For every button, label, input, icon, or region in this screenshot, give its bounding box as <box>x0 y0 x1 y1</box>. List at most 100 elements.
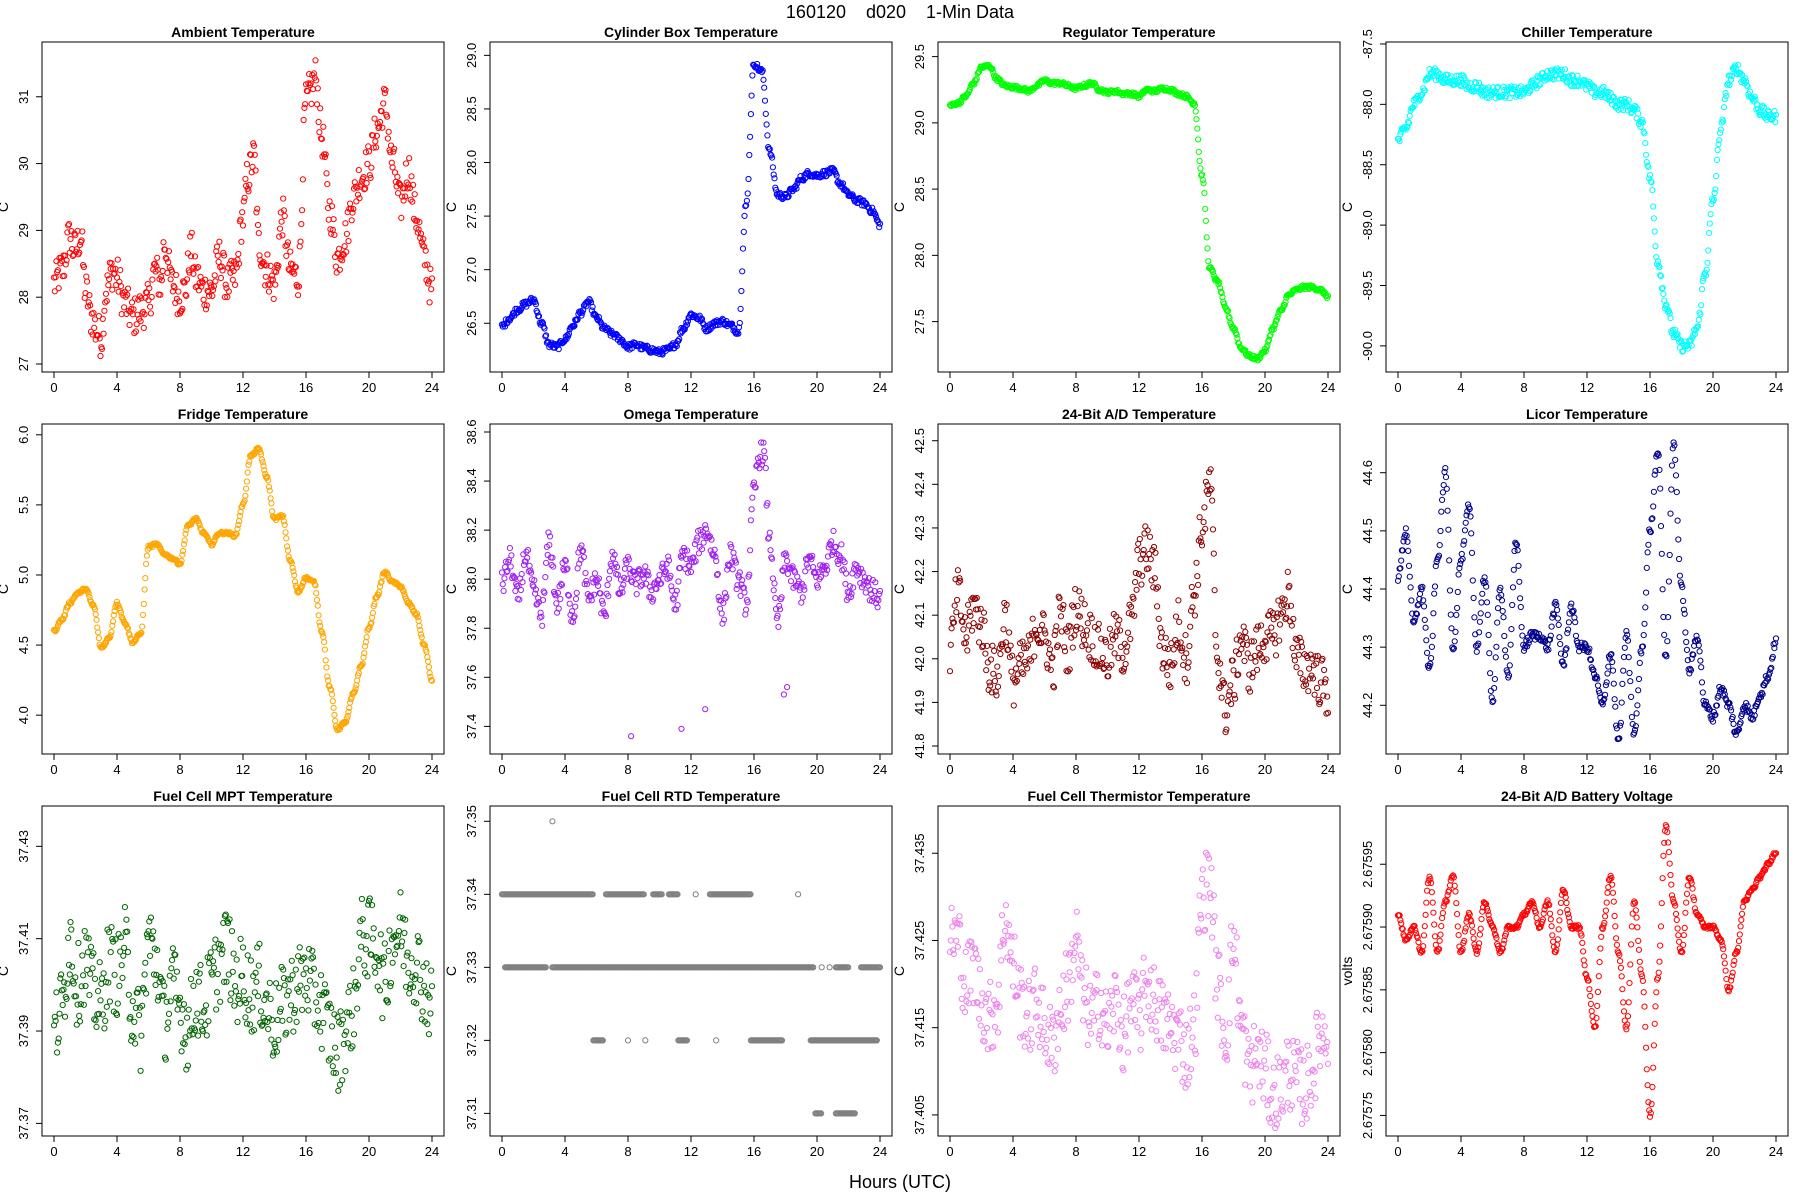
data-point <box>1196 514 1203 521</box>
data-point <box>1720 118 1727 125</box>
data-point <box>332 1044 339 1051</box>
data-point <box>385 947 392 955</box>
x-tick-label: 0 <box>50 762 57 777</box>
data-point <box>362 185 369 192</box>
data-point <box>367 174 374 181</box>
data-point <box>682 323 689 330</box>
data-point <box>273 268 280 275</box>
data-point <box>1699 689 1706 696</box>
data-point <box>109 286 116 293</box>
data-point <box>428 286 435 293</box>
data-point <box>332 717 339 724</box>
data-point <box>165 259 172 266</box>
data-point <box>1200 180 1207 187</box>
y-tick-label: 37.39 <box>16 1015 31 1048</box>
data-point <box>1272 317 1280 324</box>
data-point <box>358 181 365 188</box>
y-tick-label: -88.5 <box>1360 150 1375 180</box>
data-point <box>1618 699 1625 706</box>
data-point <box>282 529 289 536</box>
data-point <box>1470 594 1477 602</box>
data-point <box>1111 650 1118 657</box>
data-point <box>1305 688 1312 695</box>
data-point <box>1431 583 1439 590</box>
data-point <box>1705 247 1712 254</box>
data-point <box>700 539 707 546</box>
data-point <box>555 346 562 353</box>
data-point <box>1610 680 1617 687</box>
data-point <box>951 602 958 609</box>
data-point <box>141 311 148 318</box>
data-point <box>108 628 115 636</box>
data-point <box>244 952 251 959</box>
data-point <box>323 664 330 671</box>
data-point <box>120 952 127 959</box>
data-point <box>1713 173 1720 180</box>
data-point <box>400 963 407 970</box>
data-point <box>95 635 103 642</box>
data-point <box>217 274 224 282</box>
data-point <box>265 288 273 295</box>
data-point <box>193 968 200 976</box>
x-tick-label: 24 <box>1321 762 1335 777</box>
data-point <box>1039 621 1046 629</box>
data-point <box>769 164 777 171</box>
data-point <box>1069 644 1076 651</box>
x-tick-label: 8 <box>176 1144 183 1159</box>
data-point <box>227 997 234 1004</box>
data-point <box>379 1015 386 1022</box>
data-point <box>337 1008 344 1015</box>
data-point <box>1213 643 1220 650</box>
data-point <box>362 149 369 156</box>
data-point <box>342 220 349 227</box>
data-point <box>245 188 252 195</box>
data-point <box>1728 707 1735 714</box>
data-point <box>59 1001 66 1009</box>
data-point <box>1197 165 1204 172</box>
data-point <box>1253 354 1260 361</box>
data-point <box>981 617 988 624</box>
data-point <box>1619 680 1626 688</box>
data-point <box>965 601 972 608</box>
data-point <box>137 1067 144 1074</box>
data-point <box>384 113 391 120</box>
y-tick-label: 42.2 <box>912 559 927 584</box>
data-point <box>784 557 791 565</box>
data-point <box>54 1049 61 1056</box>
data-point <box>1659 284 1666 292</box>
data-point <box>281 982 288 989</box>
data-point <box>684 321 691 328</box>
data-point <box>1081 601 1088 608</box>
data-point <box>1658 550 1665 557</box>
plot-frame <box>937 41 1341 373</box>
data-point <box>784 194 792 201</box>
data-point <box>754 60 761 68</box>
data-point <box>687 568 695 576</box>
data-point <box>314 85 321 92</box>
data-point <box>196 970 203 977</box>
data-point <box>192 1017 199 1024</box>
x-tick-label: 16 <box>747 380 761 395</box>
data-point <box>362 946 369 953</box>
data-point <box>236 993 243 1000</box>
data-point <box>89 965 96 972</box>
data-point <box>267 262 274 269</box>
data-point <box>1002 607 1009 614</box>
data-point <box>310 954 317 961</box>
data-point <box>179 305 186 312</box>
data-point <box>764 132 771 139</box>
data-point <box>698 316 705 323</box>
data-point <box>72 974 79 981</box>
data-point <box>424 261 431 268</box>
data-point <box>372 969 379 976</box>
data-point <box>1620 667 1627 674</box>
data-point <box>1717 126 1725 133</box>
data-point <box>766 529 773 536</box>
data-point <box>414 229 421 236</box>
data-point <box>1428 655 1435 662</box>
data-point <box>354 1005 361 1012</box>
data-point <box>427 265 434 272</box>
